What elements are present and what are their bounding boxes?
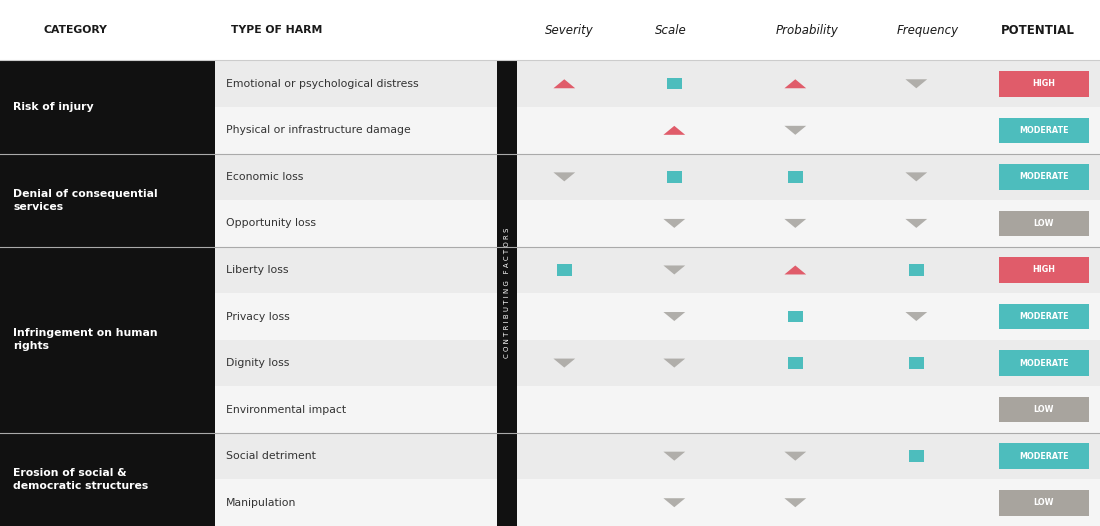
Polygon shape xyxy=(553,173,575,181)
Text: MODERATE: MODERATE xyxy=(1020,452,1069,461)
FancyBboxPatch shape xyxy=(999,350,1089,376)
FancyBboxPatch shape xyxy=(999,397,1089,422)
FancyBboxPatch shape xyxy=(0,0,1100,60)
FancyBboxPatch shape xyxy=(788,311,803,322)
Text: Physical or infrastructure damage: Physical or infrastructure damage xyxy=(226,125,410,135)
Text: Scale: Scale xyxy=(654,24,686,37)
FancyBboxPatch shape xyxy=(214,433,1100,480)
FancyBboxPatch shape xyxy=(0,247,214,433)
Polygon shape xyxy=(663,266,685,275)
Polygon shape xyxy=(905,219,927,228)
Text: MODERATE: MODERATE xyxy=(1020,359,1069,368)
Text: Opportunity loss: Opportunity loss xyxy=(226,218,316,228)
Text: Erosion of social &
democratic structures: Erosion of social & democratic structure… xyxy=(13,468,148,491)
Text: Frequency: Frequency xyxy=(896,24,958,37)
Polygon shape xyxy=(784,219,806,228)
Text: Probability: Probability xyxy=(776,24,838,37)
Text: Social detriment: Social detriment xyxy=(226,451,316,461)
FancyBboxPatch shape xyxy=(999,257,1089,283)
Polygon shape xyxy=(784,126,806,135)
Text: LOW: LOW xyxy=(1034,405,1054,414)
Text: LOW: LOW xyxy=(1034,498,1054,507)
Text: Economic loss: Economic loss xyxy=(226,172,303,182)
Text: Privacy loss: Privacy loss xyxy=(226,311,289,321)
Text: MODERATE: MODERATE xyxy=(1020,173,1069,181)
FancyBboxPatch shape xyxy=(788,357,803,369)
Text: C O N T R I B U T I N G   F A C T O R S: C O N T R I B U T I N G F A C T O R S xyxy=(504,228,510,358)
Text: Emotional or psychological distress: Emotional or psychological distress xyxy=(226,79,418,89)
FancyBboxPatch shape xyxy=(999,443,1089,469)
Polygon shape xyxy=(784,266,806,275)
FancyBboxPatch shape xyxy=(999,117,1089,143)
Text: TYPE OF HARM: TYPE OF HARM xyxy=(231,25,322,35)
Text: Risk of injury: Risk of injury xyxy=(13,102,94,112)
Polygon shape xyxy=(553,79,575,88)
Text: Manipulation: Manipulation xyxy=(226,498,296,508)
FancyBboxPatch shape xyxy=(214,200,1100,247)
Text: POTENTIAL: POTENTIAL xyxy=(1001,24,1075,37)
FancyBboxPatch shape xyxy=(214,386,1100,433)
FancyBboxPatch shape xyxy=(0,154,214,247)
FancyBboxPatch shape xyxy=(788,171,803,183)
FancyBboxPatch shape xyxy=(497,60,517,526)
Polygon shape xyxy=(663,452,685,461)
Text: Infringement on human
rights: Infringement on human rights xyxy=(13,328,157,351)
Polygon shape xyxy=(905,173,927,181)
Polygon shape xyxy=(663,126,685,135)
FancyBboxPatch shape xyxy=(214,340,1100,386)
Polygon shape xyxy=(663,498,685,507)
FancyBboxPatch shape xyxy=(999,490,1089,515)
FancyBboxPatch shape xyxy=(0,433,214,526)
FancyBboxPatch shape xyxy=(214,480,1100,526)
FancyBboxPatch shape xyxy=(667,171,682,183)
FancyBboxPatch shape xyxy=(214,107,1100,154)
Text: Severity: Severity xyxy=(544,24,593,37)
Text: MODERATE: MODERATE xyxy=(1020,126,1069,135)
FancyBboxPatch shape xyxy=(999,164,1089,190)
Text: CATEGORY: CATEGORY xyxy=(44,25,108,35)
FancyBboxPatch shape xyxy=(909,450,924,462)
FancyBboxPatch shape xyxy=(999,304,1089,329)
FancyBboxPatch shape xyxy=(909,357,924,369)
FancyBboxPatch shape xyxy=(999,71,1089,97)
FancyBboxPatch shape xyxy=(214,293,1100,340)
FancyBboxPatch shape xyxy=(557,264,572,276)
Polygon shape xyxy=(663,359,685,368)
Polygon shape xyxy=(905,312,927,321)
FancyBboxPatch shape xyxy=(214,247,1100,294)
Polygon shape xyxy=(663,219,685,228)
Polygon shape xyxy=(553,359,575,368)
Text: Liberty loss: Liberty loss xyxy=(226,265,288,275)
Text: Environmental impact: Environmental impact xyxy=(226,404,345,414)
Text: MODERATE: MODERATE xyxy=(1020,312,1069,321)
FancyBboxPatch shape xyxy=(0,60,214,154)
Polygon shape xyxy=(784,452,806,461)
Polygon shape xyxy=(784,498,806,507)
Text: LOW: LOW xyxy=(1034,219,1054,228)
Polygon shape xyxy=(663,312,685,321)
FancyBboxPatch shape xyxy=(667,78,682,89)
Text: HIGH: HIGH xyxy=(1033,79,1055,88)
FancyBboxPatch shape xyxy=(214,60,1100,107)
Text: Denial of consequential
services: Denial of consequential services xyxy=(13,188,157,212)
Polygon shape xyxy=(784,79,806,88)
FancyBboxPatch shape xyxy=(909,264,924,276)
Text: HIGH: HIGH xyxy=(1033,266,1055,275)
Polygon shape xyxy=(905,79,927,88)
Text: Dignity loss: Dignity loss xyxy=(226,358,289,368)
FancyBboxPatch shape xyxy=(999,210,1089,236)
FancyBboxPatch shape xyxy=(214,154,1100,200)
